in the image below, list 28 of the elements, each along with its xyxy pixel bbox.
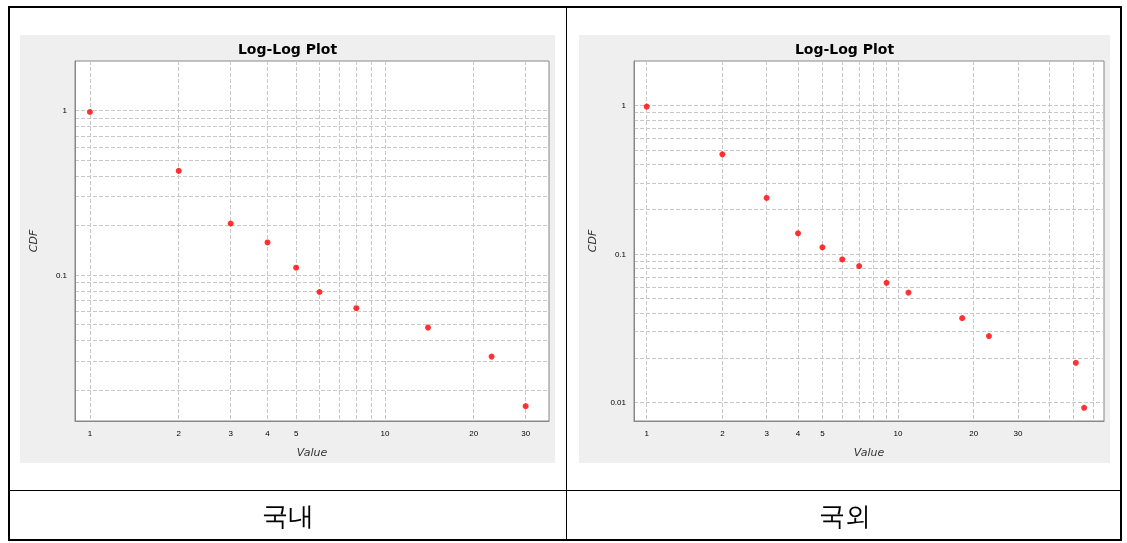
- x-tick-label: 30: [1013, 428, 1023, 438]
- text: 국외: [818, 499, 871, 533]
- x-tick-label: 4: [265, 428, 271, 438]
- x-tick-label: 5: [820, 428, 826, 438]
- x-tick-label: 1: [644, 428, 650, 438]
- x-tick-label: 1: [87, 428, 93, 438]
- chart-title: Log-Log Plot: [237, 41, 338, 57]
- y-tick-label: 0.1: [55, 270, 68, 280]
- x-tick-label: 20: [969, 428, 979, 438]
- y-axis-title: CDF: [586, 229, 599, 253]
- chart-title: Log-Log Plot: [794, 41, 895, 57]
- text: 국내: [261, 499, 314, 533]
- y-axis-title: CDF: [27, 229, 40, 253]
- x-axis-title: Value: [853, 446, 885, 459]
- x-tick-label: 2: [176, 428, 182, 438]
- x-tick-label: 10: [380, 428, 390, 438]
- y-tick-label: 0.01: [610, 397, 627, 407]
- x-axis-title: Value: [296, 446, 328, 459]
- x-tick-label: 5: [293, 428, 299, 438]
- x-tick-label: 3: [764, 428, 770, 438]
- y-tick-label: 0.1: [614, 249, 627, 259]
- x-tick-label: 2: [720, 428, 726, 438]
- x-tick-label: 10: [893, 428, 904, 438]
- x-tick-label: 3: [228, 428, 234, 438]
- x-tick-label: 4: [795, 428, 801, 438]
- y-tick-label: 1: [621, 101, 627, 111]
- x-tick-label: 30: [521, 428, 531, 438]
- x-tick-label: 20: [469, 428, 479, 438]
